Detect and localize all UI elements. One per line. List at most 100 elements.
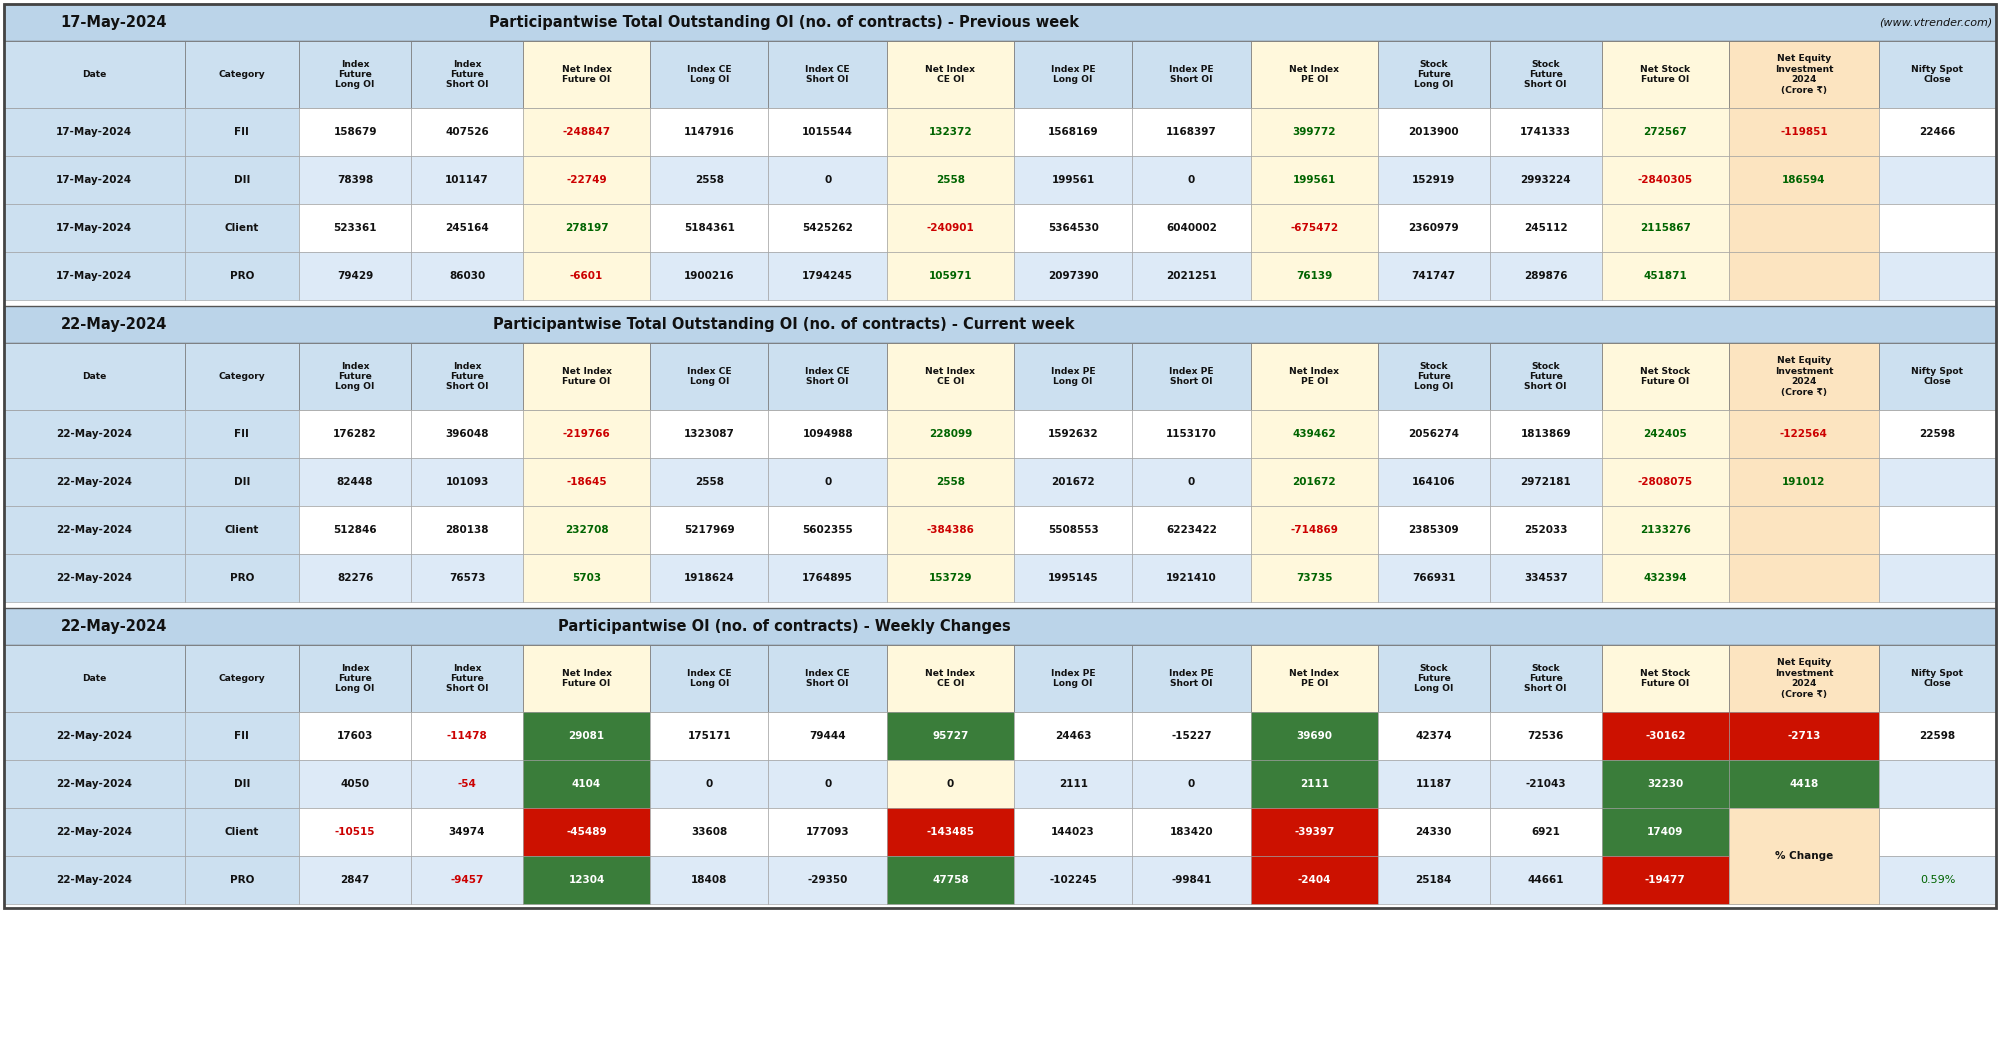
Text: -119851: -119851 — [1780, 127, 1828, 136]
Text: Stock
Future
Long OI: Stock Future Long OI — [1414, 664, 1454, 693]
Bar — [886, 458, 1014, 506]
Text: 25184: 25184 — [1416, 875, 1452, 885]
Text: 78398: 78398 — [336, 175, 374, 185]
Bar — [412, 856, 522, 904]
Text: 1168397: 1168397 — [1166, 127, 1216, 136]
Bar — [1490, 506, 1602, 554]
Bar — [4, 156, 184, 204]
Text: 101093: 101093 — [446, 477, 488, 487]
Bar — [1132, 808, 1250, 856]
Bar — [768, 808, 886, 856]
Bar — [886, 712, 1014, 760]
Text: 0: 0 — [824, 779, 832, 789]
Bar — [886, 554, 1014, 602]
Text: 2097390: 2097390 — [1048, 271, 1098, 281]
Bar — [1602, 458, 1728, 506]
Bar — [1490, 108, 1602, 156]
Text: FII: FII — [234, 731, 250, 741]
Text: 2993224: 2993224 — [1520, 175, 1572, 185]
Bar — [886, 108, 1014, 156]
Text: 22-May-2024: 22-May-2024 — [56, 827, 132, 837]
Text: 0: 0 — [1188, 779, 1196, 789]
Bar — [1602, 645, 1728, 712]
Bar — [1728, 156, 1878, 204]
Text: Net Index
CE OI: Net Index CE OI — [926, 65, 976, 84]
Text: 512846: 512846 — [334, 525, 376, 536]
Bar — [1602, 41, 1728, 108]
Text: 22-May-2024: 22-May-2024 — [56, 525, 132, 536]
Bar — [522, 712, 650, 760]
Bar — [1014, 808, 1132, 856]
Text: 280138: 280138 — [446, 525, 488, 536]
Text: 5217969: 5217969 — [684, 525, 734, 536]
Bar — [1490, 156, 1602, 204]
Text: % Change: % Change — [1774, 850, 1834, 861]
Text: 2115867: 2115867 — [1640, 223, 1690, 233]
Bar — [650, 760, 768, 808]
Text: 766931: 766931 — [1412, 573, 1456, 583]
Bar — [1250, 808, 1378, 856]
Bar — [1132, 252, 1250, 300]
Text: 22466: 22466 — [1920, 127, 1956, 136]
Bar — [650, 808, 768, 856]
Bar — [184, 410, 300, 458]
Text: Stock
Future
Long OI: Stock Future Long OI — [1414, 361, 1454, 392]
Text: 42374: 42374 — [1416, 731, 1452, 741]
Text: 0: 0 — [946, 779, 954, 789]
Text: 17-May-2024: 17-May-2024 — [56, 127, 132, 136]
Text: 2056274: 2056274 — [1408, 429, 1460, 439]
Text: 17-May-2024: 17-May-2024 — [56, 223, 132, 233]
Bar — [768, 410, 886, 458]
Text: 1153170: 1153170 — [1166, 429, 1216, 439]
Text: 17603: 17603 — [336, 731, 374, 741]
Text: Net Index
CE OI: Net Index CE OI — [926, 366, 976, 386]
Text: -122564: -122564 — [1780, 429, 1828, 439]
Bar — [184, 712, 300, 760]
Bar — [768, 204, 886, 252]
Text: -45489: -45489 — [566, 827, 606, 837]
Text: Stock
Future
Long OI: Stock Future Long OI — [1414, 60, 1454, 89]
Bar — [1378, 712, 1490, 760]
Text: -10515: -10515 — [334, 827, 376, 837]
Text: 1794245: 1794245 — [802, 271, 854, 281]
Text: 5184361: 5184361 — [684, 223, 734, 233]
Text: 86030: 86030 — [448, 271, 486, 281]
Text: -9457: -9457 — [450, 875, 484, 885]
Bar — [300, 712, 412, 760]
Bar — [650, 506, 768, 554]
Bar — [1878, 252, 1996, 300]
Text: 5508553: 5508553 — [1048, 525, 1098, 536]
Text: Index
Future
Long OI: Index Future Long OI — [336, 361, 374, 392]
Bar — [1250, 41, 1378, 108]
Bar — [1014, 856, 1132, 904]
Bar — [1014, 204, 1132, 252]
Bar — [1728, 554, 1878, 602]
Bar — [1728, 645, 1878, 712]
Bar — [1014, 645, 1132, 712]
Bar — [1878, 808, 1996, 856]
Text: 1918624: 1918624 — [684, 573, 734, 583]
Text: 132372: 132372 — [928, 127, 972, 136]
Text: -6601: -6601 — [570, 271, 604, 281]
Bar — [1728, 108, 1878, 156]
Bar — [1132, 458, 1250, 506]
Text: 22-May-2024: 22-May-2024 — [60, 620, 168, 634]
Bar — [522, 204, 650, 252]
Bar — [412, 808, 522, 856]
Text: Nifty Spot
Close: Nifty Spot Close — [1912, 65, 1964, 84]
Text: Stock
Future
Short OI: Stock Future Short OI — [1524, 60, 1566, 89]
Bar — [1490, 204, 1602, 252]
Bar — [300, 410, 412, 458]
Text: Client: Client — [224, 223, 260, 233]
Bar — [1602, 156, 1728, 204]
Bar — [768, 856, 886, 904]
Text: 232708: 232708 — [564, 525, 608, 536]
Bar — [650, 645, 768, 712]
Bar — [1602, 712, 1728, 760]
Text: -19477: -19477 — [1644, 875, 1686, 885]
Bar — [886, 856, 1014, 904]
Text: 1568169: 1568169 — [1048, 127, 1098, 136]
Bar — [300, 108, 412, 156]
Bar — [1014, 410, 1132, 458]
Text: Net Index
PE OI: Net Index PE OI — [1290, 65, 1340, 84]
